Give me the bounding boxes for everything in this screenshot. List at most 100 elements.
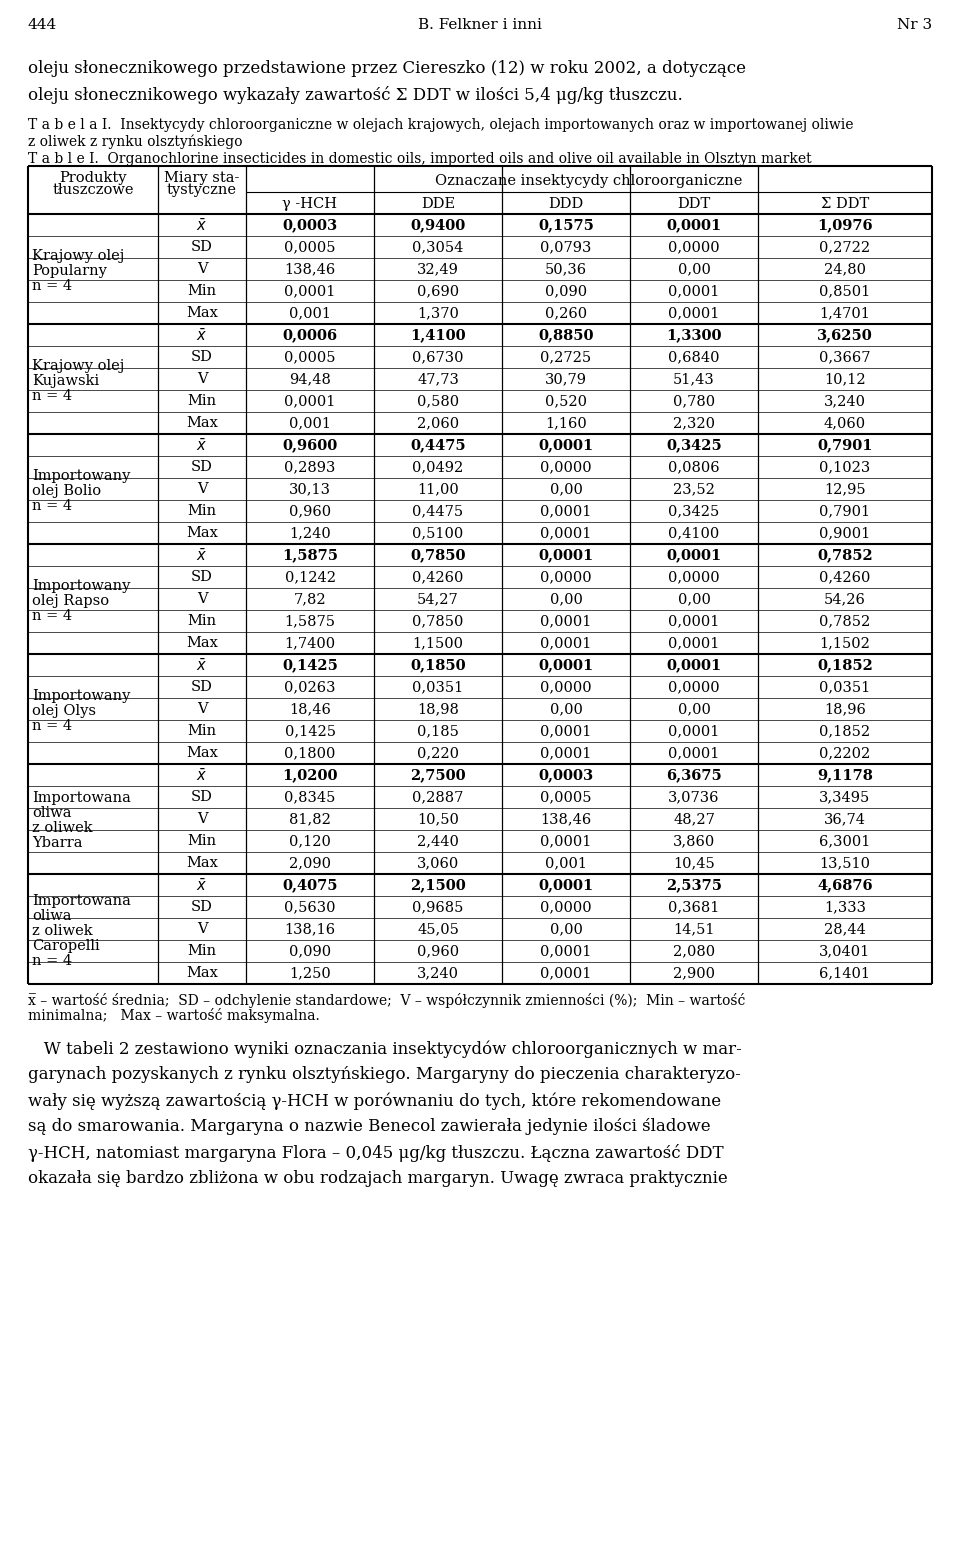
Text: 0,090: 0,090 (289, 944, 331, 958)
Text: 0,0001: 0,0001 (668, 724, 720, 738)
Text: 0,00: 0,00 (678, 591, 710, 605)
Text: n = 4: n = 4 (32, 279, 72, 293)
Text: Krajowy olej: Krajowy olej (32, 249, 125, 263)
Text: V: V (197, 482, 207, 496)
Text: 0,0000: 0,0000 (540, 569, 591, 584)
Text: 6,3675: 6,3675 (666, 769, 722, 783)
Text: 0,1425: 0,1425 (282, 658, 338, 672)
Text: 4,060: 4,060 (824, 415, 866, 429)
Text: 32,49: 32,49 (417, 261, 459, 275)
Text: 1,5875: 1,5875 (284, 615, 335, 629)
Text: 1,7400: 1,7400 (284, 636, 336, 650)
Text: 0,0006: 0,0006 (282, 328, 338, 342)
Text: 0,0001: 0,0001 (540, 724, 591, 738)
Text: Produkty: Produkty (60, 171, 127, 185)
Text: 0,580: 0,580 (417, 394, 459, 408)
Text: 0,0001: 0,0001 (540, 636, 591, 650)
Text: SD: SD (191, 240, 213, 254)
Text: 0,1425: 0,1425 (284, 724, 335, 738)
Text: Min: Min (187, 834, 217, 848)
Text: 1,0200: 1,0200 (282, 769, 338, 783)
Text: $\bar{x}$: $\bar{x}$ (197, 878, 207, 895)
Text: 11,00: 11,00 (418, 482, 459, 496)
Text: 0,9400: 0,9400 (410, 218, 466, 232)
Text: 10,12: 10,12 (825, 372, 866, 386)
Text: 0,0001: 0,0001 (540, 745, 591, 759)
Text: Max: Max (186, 415, 218, 429)
Text: oliwa: oliwa (32, 909, 71, 923)
Text: oliwa: oliwa (32, 806, 71, 820)
Text: 0,0001: 0,0001 (668, 615, 720, 629)
Text: 28,44: 28,44 (824, 923, 866, 937)
Text: 7,82: 7,82 (294, 591, 326, 605)
Text: 0,8345: 0,8345 (284, 790, 336, 804)
Text: B. Felkner i inni: B. Felkner i inni (418, 19, 542, 33)
Text: Importowany: Importowany (32, 579, 131, 593)
Text: 2,7500: 2,7500 (410, 769, 466, 783)
Text: 0,0003: 0,0003 (282, 218, 338, 232)
Text: Krajowy olej: Krajowy olej (32, 358, 125, 372)
Text: 2,090: 2,090 (289, 856, 331, 870)
Text: tystyczne: tystyczne (167, 184, 237, 198)
Text: Caropelli: Caropelli (32, 938, 100, 952)
Text: 23,52: 23,52 (673, 482, 715, 496)
Text: Max: Max (186, 966, 218, 980)
Text: z oliwek: z oliwek (32, 924, 92, 938)
Text: 0,0001: 0,0001 (540, 966, 591, 980)
Text: Max: Max (186, 307, 218, 321)
Text: 0,4100: 0,4100 (668, 526, 720, 540)
Text: 2,900: 2,900 (673, 966, 715, 980)
Text: 54,26: 54,26 (824, 591, 866, 605)
Text: 0,0001: 0,0001 (668, 307, 720, 321)
Text: Importowany: Importowany (32, 688, 131, 702)
Text: V: V (197, 261, 207, 275)
Text: 0,9600: 0,9600 (282, 437, 338, 451)
Text: 18,98: 18,98 (417, 702, 459, 716)
Text: 0,960: 0,960 (289, 504, 331, 518)
Text: $\bar{x}$: $\bar{x}$ (197, 548, 207, 563)
Text: 0,3667: 0,3667 (819, 350, 871, 364)
Text: Max: Max (186, 745, 218, 759)
Text: 0,0001: 0,0001 (539, 658, 593, 672)
Text: n = 4: n = 4 (32, 954, 72, 968)
Text: olej Bolio: olej Bolio (32, 484, 101, 498)
Text: 13,510: 13,510 (820, 856, 871, 870)
Text: 0,185: 0,185 (417, 724, 459, 738)
Text: 0,220: 0,220 (417, 745, 459, 759)
Text: 0,0000: 0,0000 (668, 569, 720, 584)
Text: 0,0351: 0,0351 (820, 680, 871, 694)
Text: okazała się bardzo zbliżona w obu rodzajach margaryn. Uwagę zwraca praktycznie: okazała się bardzo zbliżona w obu rodzaj… (28, 1170, 728, 1187)
Text: V: V (197, 923, 207, 937)
Text: olej Olys: olej Olys (32, 703, 96, 717)
Text: 138,46: 138,46 (540, 812, 591, 826)
Text: 0,00: 0,00 (549, 702, 583, 716)
Text: 0,0003: 0,0003 (539, 769, 593, 783)
Text: 24,80: 24,80 (824, 261, 866, 275)
Text: 0,0001: 0,0001 (539, 437, 593, 451)
Text: 0,0001: 0,0001 (540, 504, 591, 518)
Text: 0,2722: 0,2722 (820, 240, 871, 254)
Text: 0,520: 0,520 (545, 394, 587, 408)
Text: 0,7852: 0,7852 (817, 548, 873, 562)
Text: 2,440: 2,440 (417, 834, 459, 848)
Text: 0,7850: 0,7850 (410, 548, 466, 562)
Text: 0,00: 0,00 (549, 923, 583, 937)
Text: 3,0736: 3,0736 (668, 790, 720, 804)
Text: 45,05: 45,05 (417, 923, 459, 937)
Text: $\bar{x}$: $\bar{x}$ (197, 769, 207, 784)
Text: 0,0001: 0,0001 (539, 548, 593, 562)
Text: 0,0492: 0,0492 (413, 461, 464, 475)
Text: 0,7901: 0,7901 (817, 437, 873, 451)
Text: 10,45: 10,45 (673, 856, 715, 870)
Text: 0,0000: 0,0000 (540, 461, 591, 475)
Text: n = 4: n = 4 (32, 498, 72, 512)
Text: DDE: DDE (420, 198, 455, 212)
Text: 2,5375: 2,5375 (666, 878, 722, 892)
Text: 0,690: 0,690 (417, 285, 459, 299)
Text: 0,0001: 0,0001 (668, 285, 720, 299)
Text: 0,0793: 0,0793 (540, 240, 591, 254)
Text: DDD: DDD (548, 198, 584, 212)
Text: 50,36: 50,36 (545, 261, 588, 275)
Text: 0,780: 0,780 (673, 394, 715, 408)
Text: 0,260: 0,260 (545, 307, 588, 321)
